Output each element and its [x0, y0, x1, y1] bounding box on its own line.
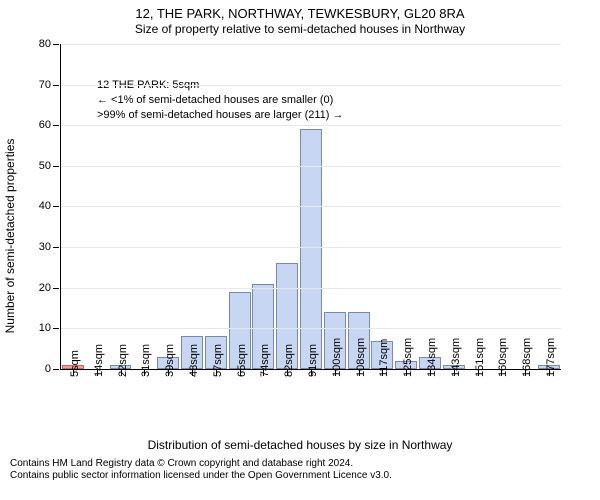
- x-tick-label: 177sqm: [545, 338, 557, 377]
- x-tick-label: 108sqm: [355, 338, 367, 377]
- grid-line: [61, 206, 561, 207]
- y-tick-label: 0: [45, 363, 51, 375]
- chart-title: 12, THE PARK, NORTHWAY, TEWKESBURY, GL20…: [0, 6, 600, 22]
- x-tick-label: 160sqm: [497, 338, 509, 377]
- y-tick-label: 80: [39, 38, 51, 50]
- annotation-line-2: ← <1% of semi-detached houses are smalle…: [97, 93, 344, 108]
- y-tick: [53, 85, 59, 86]
- x-tick-label: 48sqm: [188, 344, 200, 377]
- annotation-line-3: >99% of semi-detached houses are larger …: [97, 108, 344, 123]
- y-tick-label: 10: [39, 322, 51, 334]
- y-tick-label: 30: [39, 241, 51, 253]
- y-tick-label: 40: [39, 200, 51, 212]
- grid-line: [61, 247, 561, 248]
- y-tick-label: 60: [39, 119, 51, 131]
- footer-line-1: Contains HM Land Registry data © Crown c…: [10, 458, 600, 471]
- grid-line: [61, 125, 561, 126]
- x-tick-label: 117sqm: [378, 339, 390, 377]
- grid-line: [61, 288, 561, 289]
- footer: Contains HM Land Registry data © Crown c…: [10, 458, 600, 483]
- grid-line: [61, 166, 561, 167]
- y-tick: [53, 328, 59, 329]
- x-tick-label: 143sqm: [450, 338, 462, 377]
- annotation-box: 12 THE PARK: 5sqm ← <1% of semi-detached…: [91, 74, 350, 127]
- footer-line-2: Contains public sector information licen…: [10, 470, 600, 483]
- x-tick-label: 74sqm: [259, 344, 271, 377]
- plot-area: 12 THE PARK: 5sqm ← <1% of semi-detached…: [60, 44, 561, 370]
- y-tick-label: 20: [39, 282, 51, 294]
- y-tick: [53, 247, 59, 248]
- x-tick-label: 125sqm: [402, 338, 414, 377]
- grid-line: [61, 85, 561, 86]
- grid-line: [61, 328, 561, 329]
- y-tick-label: 70: [39, 79, 51, 91]
- y-tick: [53, 125, 59, 126]
- y-tick-label: 50: [39, 160, 51, 172]
- grid-line: [61, 44, 561, 45]
- x-tick-label: 65sqm: [236, 344, 248, 377]
- y-tick: [53, 166, 59, 167]
- x-tick-label: 22sqm: [117, 344, 129, 377]
- x-tick-label: 5sqm: [69, 350, 81, 377]
- y-tick: [53, 288, 59, 289]
- y-tick: [53, 369, 59, 370]
- x-tick-label: 14sqm: [93, 344, 105, 377]
- y-tick: [53, 44, 59, 45]
- x-axis-label: Distribution of semi-detached houses by …: [0, 438, 600, 452]
- x-tick-label: 91sqm: [307, 344, 319, 377]
- x-tick-label: 39sqm: [164, 344, 176, 377]
- y-tick: [53, 206, 59, 207]
- x-tick-label: 134sqm: [426, 338, 438, 377]
- y-axis-label: Number of semi-detached properties: [3, 139, 17, 334]
- x-tick-label: 168sqm: [521, 338, 533, 377]
- x-tick-label: 82sqm: [283, 344, 295, 377]
- chart-subtitle: Size of property relative to semi-detach…: [0, 22, 600, 36]
- x-tick-label: 57sqm: [212, 344, 224, 377]
- x-tick-label: 151sqm: [474, 338, 486, 377]
- x-tick-label: 31sqm: [140, 344, 152, 377]
- chart-area: Number of semi-detached properties 12 TH…: [0, 36, 600, 436]
- x-tick-label: 100sqm: [331, 338, 343, 377]
